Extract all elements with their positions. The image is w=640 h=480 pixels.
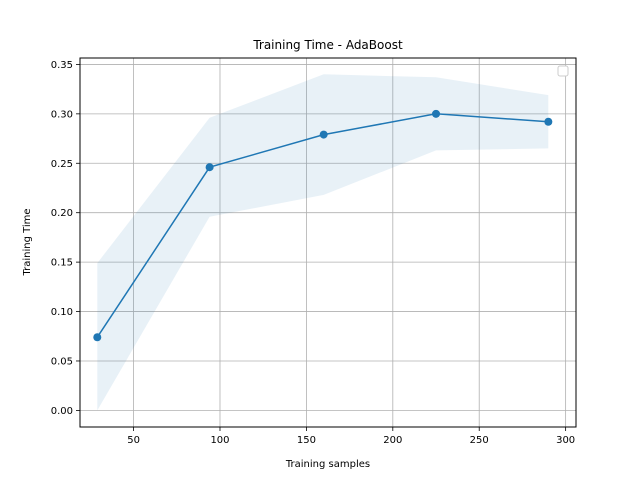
data-point (205, 163, 214, 172)
y-tick-label: 0.10 (51, 307, 73, 318)
chart-title: Training Time - AdaBoost (252, 38, 403, 52)
ticks: 50 100 150 200 250 300 0.00 0.05 0.10 0.15 0.20 0.2… (51, 60, 575, 446)
std-band (97, 74, 549, 411)
y-tick-label: 0.35 (51, 60, 73, 71)
series (93, 109, 553, 342)
data-point (93, 333, 102, 342)
y-tick-label: 0.30 (51, 109, 73, 120)
x-tick-label: 300 (556, 435, 575, 446)
x-tick-label: 100 (210, 435, 229, 446)
x-tick-label: 250 (470, 435, 489, 446)
data-point (319, 130, 328, 139)
legend-box (557, 65, 569, 77)
x-tick-label: 200 (383, 435, 402, 446)
x-tick-label: 150 (297, 435, 316, 446)
y-axis-title: Training Time (22, 208, 33, 276)
confidence-band (97, 74, 549, 411)
grid (80, 58, 576, 427)
x-axis-title: Training samples (285, 459, 370, 470)
y-tick-label: 0.20 (51, 208, 73, 219)
y-tick-label: 0.25 (51, 159, 73, 170)
y-tick-label: 0.05 (51, 356, 73, 367)
data-point (432, 109, 441, 118)
data-point (544, 117, 553, 126)
y-tick-label: 0.00 (51, 406, 73, 417)
plot-frame (79, 57, 577, 428)
y-tick-label: 0.15 (51, 258, 73, 269)
x-tick-label: 50 (127, 435, 140, 446)
